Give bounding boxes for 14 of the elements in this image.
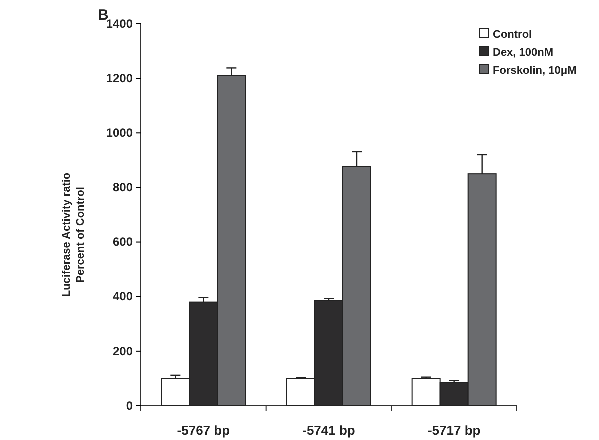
y-tick-label: 200 [112, 344, 134, 358]
legend-label: Forskolin, 10μM [493, 65, 577, 77]
y-tick-label: 600 [112, 235, 134, 250]
y-tick-label: 400 [112, 290, 134, 304]
y-tick-label: 800 [112, 180, 134, 195]
y-tick-label: 0 [126, 398, 134, 413]
x-tick-label: -5767 bp [177, 423, 230, 438]
y-axis-title: Luciferase Activity ratio Percent of Control [61, 172, 87, 298]
x-tick-label: -5741 bp [302, 423, 356, 438]
legend-label: Dex, 100nM [493, 47, 554, 59]
x-tick-label: -5717 bp [428, 423, 481, 438]
legend-label: Control [493, 29, 532, 41]
y-tick-label: 1200 [106, 71, 134, 86]
y-tick-label: 1000 [106, 126, 134, 140]
